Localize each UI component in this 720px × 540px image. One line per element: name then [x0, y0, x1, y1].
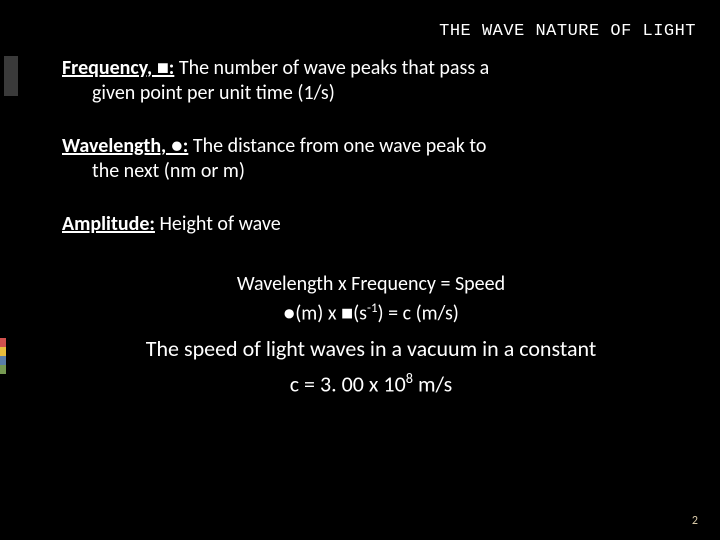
wavelength-text-2: the next (nm or m)	[62, 159, 680, 184]
frequency-text-1: The number of wave peaks that pass a	[174, 56, 489, 80]
c-sup: 8	[406, 369, 413, 387]
definition-frequency: Frequency, ■: The number of wave peaks t…	[62, 56, 680, 106]
frequency-text-2: given point per unit time (1/s)	[62, 81, 680, 106]
eq2-sup: -1	[367, 301, 378, 316]
slide-header-title: THE WAVE NATURE OF LIGHT	[439, 22, 696, 41]
c-post: m/s	[413, 371, 452, 398]
eq2-pre: ●(m) x ■(s	[283, 302, 367, 326]
content-area: Frequency, ■: The number of wave peaks t…	[62, 56, 680, 399]
speed-constant: c = 3. 00 x 108 m/s	[62, 369, 680, 399]
definition-wavelength: Wavelength, ●: The distance from one wav…	[62, 134, 680, 184]
wavelength-text-1: The distance from one wave peak to	[188, 134, 486, 158]
strip-green	[0, 365, 6, 374]
definition-amplitude: Amplitude: Height of wave	[62, 212, 680, 237]
speed-equation-words: Wavelength x Frequency = Speed	[62, 271, 680, 298]
frequency-term: Frequency, ■:	[62, 56, 174, 80]
strip-red	[0, 338, 6, 347]
side-accent-block	[4, 56, 18, 96]
speed-section: Wavelength x Frequency = Speed ●(m) x ■(…	[62, 271, 680, 399]
strip-yellow	[0, 347, 6, 356]
c-pre: c = 3. 00 x 10	[290, 371, 406, 398]
eq2-post: ) = c (m/s)	[378, 302, 459, 326]
page-number: 2	[692, 514, 698, 528]
amplitude-term: Amplitude:	[62, 212, 155, 236]
color-strip	[0, 338, 6, 374]
speed-equation-symbols: ●(m) x ■(s-1) = c (m/s)	[62, 300, 680, 328]
wavelength-term: Wavelength, ●:	[62, 134, 188, 158]
amplitude-text-1: Height of wave	[155, 212, 281, 236]
speed-description: The speed of light waves in a vacuum in …	[62, 334, 680, 364]
strip-blue	[0, 356, 6, 365]
